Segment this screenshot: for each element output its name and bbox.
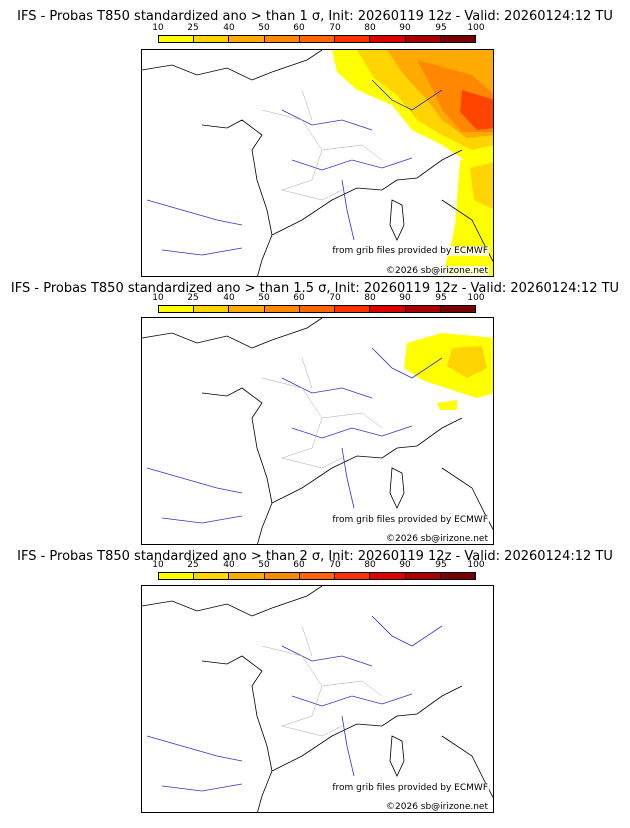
colorbar-swatch — [370, 306, 406, 312]
colorbar-swatch — [264, 573, 300, 579]
colorbar-swatch — [335, 306, 371, 312]
colorbar-tick: 90 — [399, 293, 411, 303]
colorbar-swatch — [335, 36, 371, 42]
prob-area-lower-orange — [470, 162, 493, 210]
colorbar-swatch — [440, 573, 475, 579]
panel-2-title: IFS - Probas T850 standardized ano > tha… — [10, 281, 620, 296]
colorbar-swatch — [159, 573, 195, 579]
region-borders — [261, 89, 383, 201]
colorbar-tick: 95 — [435, 23, 447, 33]
credit-copyright: ©2026 sb@irizone.net — [385, 266, 489, 276]
colorbar-tick: 25 — [187, 293, 199, 303]
colorbar-swatches — [158, 572, 476, 580]
colorbar-swatch — [405, 573, 441, 579]
colorbar-swatch — [264, 36, 300, 42]
colorbar-2: 10 25 40 50 60 70 80 90 95 100 — [152, 293, 485, 316]
coastlines — [142, 586, 493, 812]
coastlines — [142, 318, 493, 544]
map-panel-3: from grib files provided by ECMWF ©2026 … — [141, 585, 494, 813]
prob-area-lightorange — [447, 346, 487, 378]
probability-shading — [404, 333, 493, 410]
colorbar-tick: 80 — [364, 560, 376, 570]
map-panel-1: from grib files provided by ECMWF ©2026 … — [141, 49, 494, 277]
colorbar-swatch — [194, 306, 230, 312]
region-borders — [261, 625, 383, 737]
colorbar-tick: 70 — [329, 293, 341, 303]
colorbar-tick: 70 — [329, 560, 341, 570]
colorbar-swatch — [264, 306, 300, 312]
map-canvas-3 — [142, 586, 493, 812]
colorbar-tick: 50 — [258, 23, 270, 33]
panel-3-title: IFS - Probas T850 standardized ano > tha… — [17, 549, 613, 564]
colorbar-tick: 90 — [399, 23, 411, 33]
colorbar-swatch — [299, 36, 336, 42]
colorbar-swatch — [229, 306, 265, 312]
colorbar-swatch — [299, 573, 336, 579]
colorbar-tick: 100 — [467, 293, 485, 303]
credit-source: from grib files provided by ECMWF — [331, 783, 489, 793]
colorbar-swatch — [405, 36, 441, 42]
colorbar-swatch — [440, 36, 475, 42]
rivers — [146, 79, 443, 256]
colorbar-swatch — [405, 306, 441, 312]
prob-area-small — [437, 400, 457, 410]
probability-shading — [332, 50, 493, 276]
colorbar-swatch — [194, 36, 230, 42]
colorbar-swatch — [229, 573, 265, 579]
colorbar-swatch — [194, 573, 230, 579]
credit-source: from grib files provided by ECMWF — [331, 246, 489, 256]
map-canvas-2 — [142, 318, 493, 544]
colorbar-3: 10 25 40 50 60 70 80 90 95 100 — [152, 560, 485, 583]
colorbar-tick: 25 — [187, 23, 199, 33]
credit-copyright: ©2026 sb@irizone.net — [385, 802, 489, 812]
credit-source: from grib files provided by ECMWF — [331, 515, 489, 525]
colorbar-1: 10 25 40 50 60 70 80 90 95 100 — [152, 23, 485, 46]
colorbar-tick: 90 — [399, 560, 411, 570]
colorbar-tick: 50 — [258, 293, 270, 303]
colorbar-swatch — [335, 573, 371, 579]
rivers — [146, 347, 443, 524]
colorbar-tick: 95 — [435, 293, 447, 303]
colorbar-labels: 10 25 40 50 60 70 80 90 95 100 — [152, 23, 484, 34]
colorbar-tick: 60 — [293, 23, 305, 33]
colorbar-swatch — [299, 306, 336, 312]
colorbar-tick: 100 — [467, 560, 485, 570]
colorbar-tick: 80 — [364, 23, 376, 33]
colorbar-labels: 10 25 40 50 60 70 80 90 95 100 — [152, 560, 484, 571]
colorbar-swatch — [370, 36, 406, 42]
colorbar-swatch — [370, 573, 406, 579]
colorbar-tick: 10 — [152, 560, 164, 570]
panel-1-title: IFS - Probas T850 standardized ano > tha… — [17, 9, 613, 24]
colorbar-tick: 50 — [258, 560, 270, 570]
colorbar-tick: 95 — [435, 560, 447, 570]
colorbar-tick: 70 — [329, 23, 341, 33]
region-borders — [261, 357, 383, 469]
colorbar-tick: 10 — [152, 23, 164, 33]
colorbar-tick: 100 — [467, 23, 485, 33]
colorbar-tick: 60 — [293, 560, 305, 570]
colorbar-tick: 10 — [152, 293, 164, 303]
colorbar-tick: 40 — [223, 293, 235, 303]
colorbar-swatches — [158, 35, 476, 43]
colorbar-swatch — [159, 36, 195, 42]
colorbar-tick: 40 — [223, 560, 235, 570]
colorbar-tick: 80 — [364, 293, 376, 303]
colorbar-tick: 40 — [223, 23, 235, 33]
colorbar-tick: 25 — [187, 560, 199, 570]
map-canvas-1 — [142, 50, 493, 276]
colorbar-swatch — [229, 36, 265, 42]
colorbar-tick: 60 — [293, 293, 305, 303]
credit-copyright: ©2026 sb@irizone.net — [385, 534, 489, 544]
colorbar-swatch — [159, 306, 195, 312]
rivers — [146, 615, 443, 792]
colorbar-swatches — [158, 305, 476, 313]
map-panel-2: from grib files provided by ECMWF ©2026 … — [141, 317, 494, 545]
coastlines — [142, 50, 493, 276]
colorbar-labels: 10 25 40 50 60 70 80 90 95 100 — [152, 293, 484, 304]
colorbar-swatch — [440, 306, 475, 312]
prob-area-red — [460, 90, 493, 130]
